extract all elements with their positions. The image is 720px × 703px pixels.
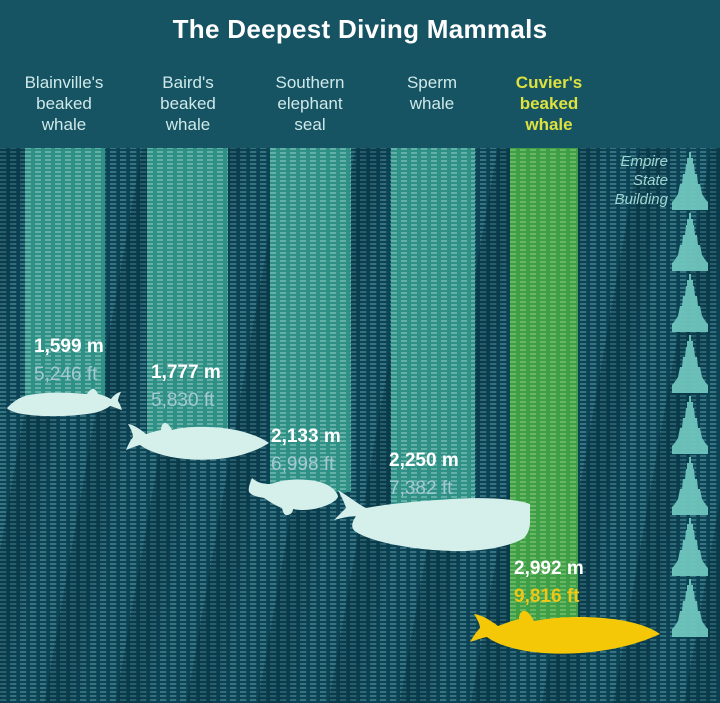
- empire-state-building-icon: [672, 335, 708, 393]
- southern-elephant-seal-icon: [248, 478, 338, 516]
- depth-meters: 2,992 m: [514, 558, 584, 579]
- empire-state-building-icon: [672, 457, 708, 515]
- animal-header-line: beaked: [519, 94, 579, 113]
- depth-meters: 1,777 m: [151, 362, 221, 383]
- depth-feet: 9,816 ft: [514, 586, 580, 607]
- animal-header-blainvilles: Blainville's beaked whale: [0, 72, 134, 135]
- animal-header-line: Baird's: [162, 73, 214, 92]
- dive-column-cuviers-highlight: [510, 148, 578, 625]
- animal-header-bairds: Baird's beaked whale: [118, 72, 258, 135]
- animal-header-line: whale: [525, 115, 573, 134]
- animal-header-line: Cuvier's: [515, 73, 583, 92]
- animal-header-line: whale: [41, 115, 87, 134]
- page-title: The Deepest Diving Mammals: [172, 14, 548, 44]
- esb-label-line: State: [632, 172, 668, 189]
- header-band: The Deepest Diving Mammals Blainville's …: [0, 0, 720, 148]
- cuviers-beaked-whale-icon: [470, 610, 660, 654]
- animal-header-line: whale: [409, 94, 455, 113]
- depth-label-cuviers: 2,992 m 9,816 ft: [514, 558, 584, 608]
- animal-header-line: seal: [294, 115, 326, 134]
- empire-state-building-label: Empire State Building: [556, 152, 668, 209]
- sperm-whale-icon: [334, 490, 530, 552]
- esb-label-line: Empire: [620, 153, 668, 170]
- empire-state-building-icon: [672, 518, 708, 576]
- blainvilles-beaked-whale-icon: [7, 388, 122, 417]
- dive-column-bairds: [147, 148, 228, 447]
- depth-label-sperm-whale: 2,250 m 7,382 ft: [389, 450, 459, 500]
- esb-label-line: Building: [614, 191, 668, 208]
- dive-column-blainvilles: [25, 148, 105, 403]
- animal-header-line: elephant: [277, 94, 343, 113]
- depth-meters: 1,599 m: [34, 336, 104, 357]
- animal-header-line: Sperm: [406, 73, 458, 92]
- depth-feet: 5,830 ft: [151, 390, 215, 411]
- dive-column-elephant-seal: [270, 148, 351, 492]
- animal-header-line: beaked: [36, 94, 92, 113]
- depth-meters: 2,250 m: [389, 450, 459, 471]
- depth-label-blainvilles: 1,599 m 5,246 ft: [34, 336, 104, 386]
- empire-state-building-icon: [672, 213, 708, 271]
- depth-label-bairds: 1,777 m 5,830 ft: [151, 362, 221, 412]
- depth-feet: 7,382 ft: [389, 478, 453, 499]
- animal-header-elephant-seal: Southern elephant seal: [240, 72, 380, 135]
- animal-header-line: Southern: [275, 73, 345, 92]
- empire-state-building-icon: [672, 396, 708, 454]
- animal-header-cuviers: Cuvier's beaked whale: [479, 72, 619, 135]
- ocean-background: Empire State Building 1,599 m 5,246 ft 1…: [0, 148, 720, 703]
- animal-header-sperm-whale: Sperm whale: [362, 72, 502, 114]
- depth-meters: 2,133 m: [271, 426, 341, 447]
- empire-state-building-icon: [672, 152, 708, 210]
- depth-feet: 6,998 ft: [271, 454, 335, 475]
- depth-feet: 5,246 ft: [34, 364, 98, 385]
- animal-header-line: beaked: [160, 94, 216, 113]
- empire-state-building-icon: [672, 274, 708, 332]
- dive-column-sperm-whale: [391, 148, 475, 528]
- bairds-beaked-whale-icon: [126, 422, 269, 460]
- animal-header-line: whale: [165, 115, 211, 134]
- empire-state-building-icon: [672, 579, 708, 637]
- animal-header-line: Blainville's: [24, 73, 104, 92]
- depth-label-elephant-seal: 2,133 m 6,998 ft: [271, 426, 341, 476]
